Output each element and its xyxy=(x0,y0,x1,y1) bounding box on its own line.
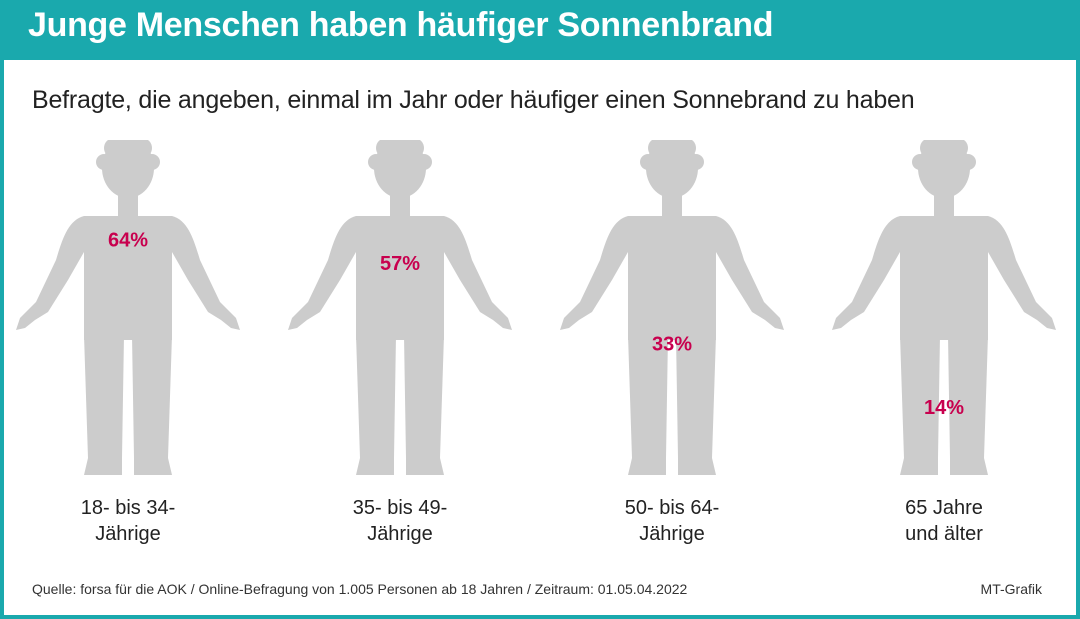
category-label-line2: Jährige xyxy=(639,523,705,545)
value-fill-2 xyxy=(560,364,784,475)
person-silhouette xyxy=(560,140,784,475)
category-label-2: 50- bis 64- Jährige xyxy=(562,495,782,547)
category-label-line2: Jährige xyxy=(95,523,161,545)
category-label-line2: und älter xyxy=(905,523,983,545)
person-figure-0: 64% xyxy=(16,140,240,475)
person-figure-2: 33% xyxy=(560,140,784,475)
person-figure-1: 57% xyxy=(288,140,512,475)
category-label-line1: 50- bis 64- xyxy=(624,497,720,519)
value-label-1: 57% xyxy=(380,253,420,275)
chart-subtitle: Befragte, die angeben, einmal im Jahr od… xyxy=(32,86,915,114)
person-silhouette xyxy=(288,140,512,475)
value-label-2: 33% xyxy=(652,333,692,355)
category-label-0: 18- bis 34- Jährige xyxy=(18,495,238,547)
person-figure-3: 14% xyxy=(832,140,1056,475)
value-label-3: 14% xyxy=(924,397,964,419)
person-silhouette xyxy=(832,140,1056,475)
category-label-line2: Jährige xyxy=(367,523,433,545)
category-label-3: 65 Jahre und älter xyxy=(834,495,1054,547)
person-silhouette xyxy=(16,140,240,475)
graphic-credit: MT-Grafik xyxy=(980,581,1042,597)
category-label-line1: 18- bis 34- xyxy=(80,497,176,519)
category-label-1: 35- bis 49- Jährige xyxy=(290,495,510,547)
chart-title: Junge Menschen haben häufiger Sonnenbran… xyxy=(28,6,774,44)
source-note: Quelle: forsa für die AOK / Online-Befra… xyxy=(32,581,688,597)
title-bar: Junge Menschen haben häufiger Sonnenbran… xyxy=(0,0,1080,60)
value-label-0: 64% xyxy=(108,230,148,252)
category-label-line1: 35- bis 49- xyxy=(352,497,448,519)
person-figures-chart: 64% 57% 33% 14% xyxy=(16,140,1056,475)
value-fill-3 xyxy=(832,428,1056,475)
category-label-line1: 65 Jahre xyxy=(905,497,983,519)
